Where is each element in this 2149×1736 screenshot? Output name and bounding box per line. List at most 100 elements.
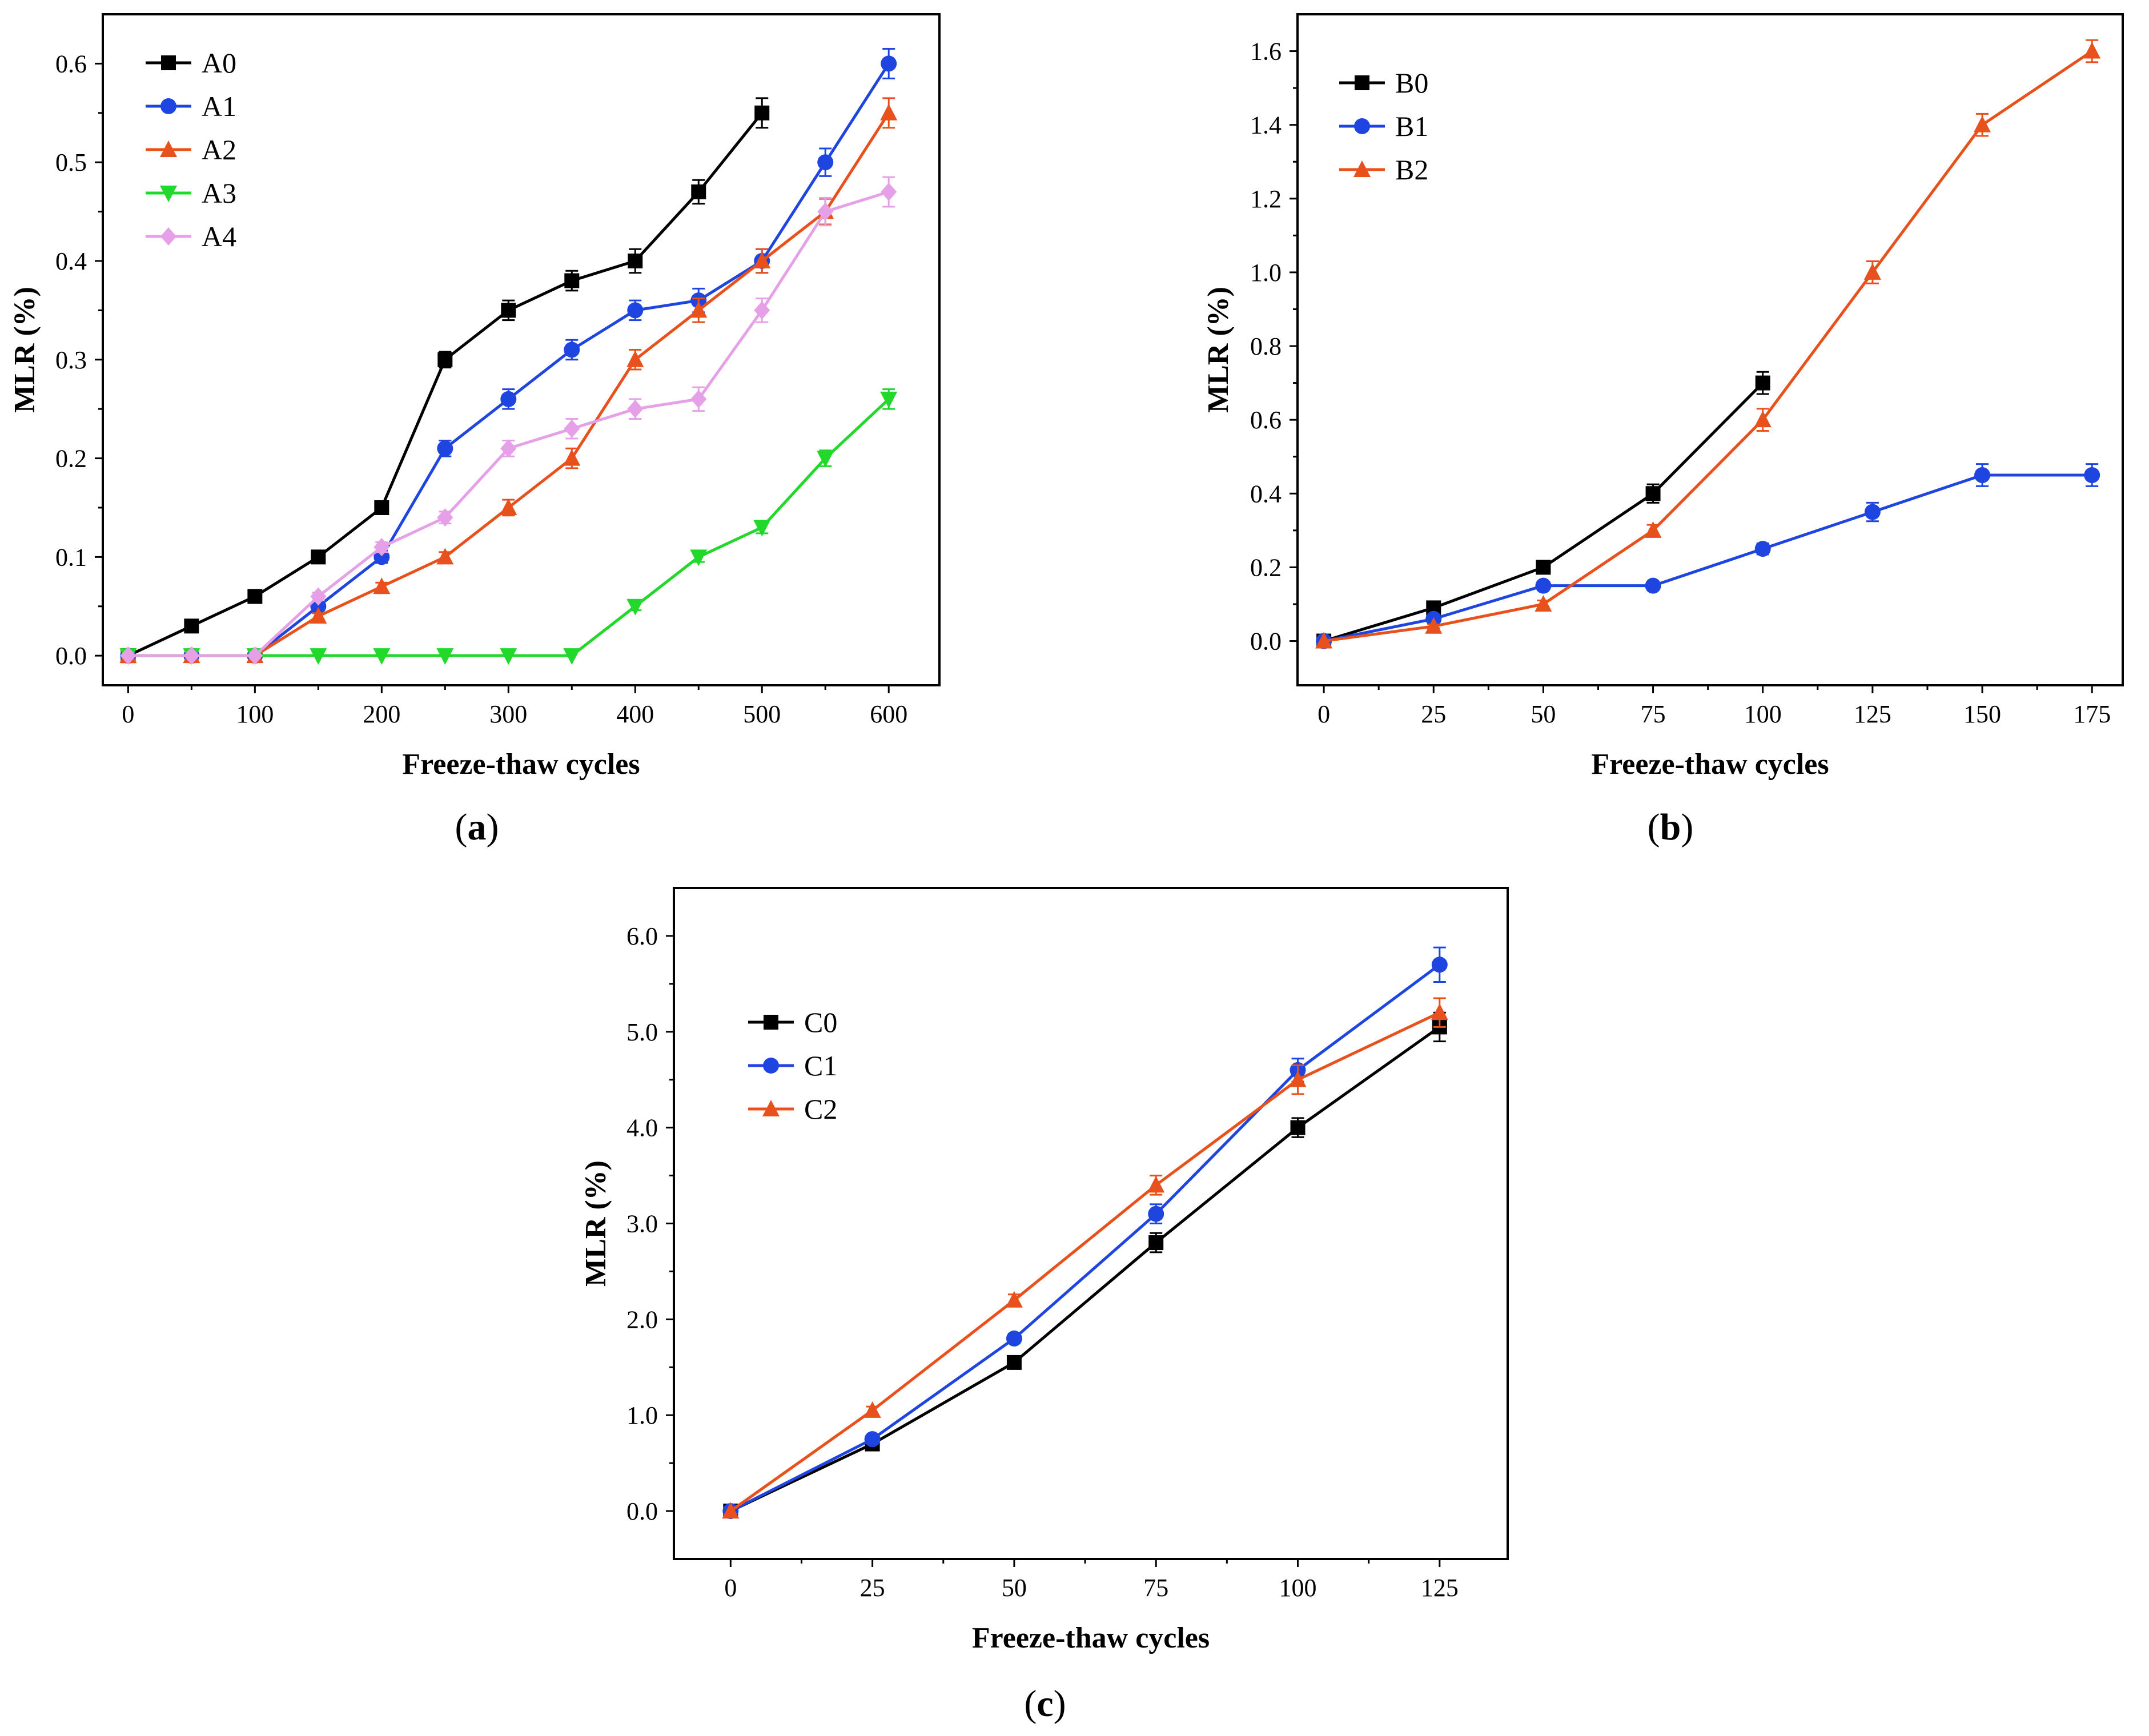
caption-b: (b) [1648, 806, 1694, 848]
legend-marker-C1 [763, 1058, 779, 1074]
y-axis-label-a: MLR (%) [9, 287, 41, 413]
data-point-B2 [1754, 411, 1772, 428]
data-point-A0 [564, 273, 580, 288]
legend-entry-A2: A2 [146, 134, 236, 166]
data-point-B1 [1535, 577, 1552, 594]
legend-marker-B2 [1353, 160, 1371, 177]
data-point-A4 [627, 400, 644, 419]
y-tick-label-b: 0.6 [1250, 406, 1282, 434]
legend-entry-A3: A3 [146, 177, 236, 209]
data-point-B1 [1974, 467, 1991, 484]
x-tick-label-b: 75 [1641, 700, 1666, 728]
data-point-A3 [500, 648, 517, 665]
data-point-A2 [880, 103, 898, 120]
x-tick-label-b: 0 [1317, 700, 1330, 728]
data-point-A4 [817, 202, 834, 221]
legend-label-B2: B2 [1395, 154, 1428, 186]
data-point-B2 [2083, 42, 2101, 59]
data-point-A3 [563, 648, 581, 665]
legend-label-B0: B0 [1395, 67, 1428, 99]
data-point-B2 [1863, 263, 1881, 280]
data-point-A4 [310, 587, 327, 606]
series-A4 [120, 176, 897, 665]
data-point-A0 [247, 589, 263, 604]
data-point-A4 [120, 646, 136, 665]
legend-entry-B0: B0 [1339, 67, 1428, 99]
y-axis-label-b: MLR (%) [1202, 287, 1235, 413]
x-tick-label-c: 25 [860, 1574, 885, 1602]
data-point-A1 [500, 391, 517, 407]
data-point-A3 [626, 598, 644, 616]
data-point-B0 [1755, 375, 1770, 391]
data-point-A2 [690, 301, 708, 318]
x-tick-label-b: 125 [1854, 700, 1891, 728]
data-point-A2 [310, 607, 327, 624]
legend-entry-C1: C1 [748, 1050, 837, 1082]
y-tick-label-b: 0.0 [1250, 628, 1282, 656]
legend-marker-A4 [160, 227, 176, 246]
x-tick-label-a: 500 [743, 700, 781, 728]
data-point-A4 [437, 508, 453, 527]
series-line-C0 [730, 1026, 1441, 1513]
x-tick-label-c: 50 [1002, 1574, 1027, 1602]
plot-frame-c [673, 887, 1509, 1560]
data-point-A1 [437, 440, 453, 457]
y-tick-label-c: 1.0 [626, 1401, 658, 1429]
legend-label-C2: C2 [804, 1093, 837, 1125]
data-point-C2 [722, 1502, 740, 1519]
x-tick-label-b: 50 [1531, 700, 1556, 728]
data-point-A0 [691, 184, 706, 200]
data-point-C0 [1148, 1235, 1164, 1251]
data-point-A0 [628, 253, 643, 268]
data-point-A3 [753, 520, 771, 537]
x-tick-label-a: 200 [363, 700, 400, 728]
data-point-A2 [373, 577, 391, 594]
x-tick-label-b: 100 [1744, 700, 1782, 728]
data-point-A2 [563, 449, 581, 466]
data-point-B1 [1645, 577, 1661, 594]
x-axis-label-a: Freeze-thaw cycles [402, 748, 640, 781]
data-point-A2 [436, 548, 454, 565]
data-point-A0 [374, 500, 389, 515]
series-line-A3 [128, 398, 890, 657]
x-tick-label-a: 300 [489, 700, 527, 728]
legend-entry-B1: B1 [1339, 110, 1428, 142]
data-point-A3 [373, 648, 391, 665]
legend-marker-A2 [160, 140, 177, 157]
y-tick-label-c: 5.0 [626, 1018, 658, 1046]
data-point-C1 [1148, 1205, 1164, 1222]
caption-a: (a) [455, 806, 499, 848]
series-line-B2 [1323, 50, 2093, 643]
data-point-A0 [311, 549, 326, 565]
data-point-B0 [1645, 486, 1661, 501]
y-tick-label-c: 6.0 [626, 922, 658, 950]
legend-entry-C0: C0 [748, 1006, 837, 1038]
y-tick-label-a: 0.0 [55, 642, 87, 670]
data-point-B2 [1425, 617, 1443, 634]
legend-label-A4: A4 [202, 220, 236, 252]
data-point-C2 [1147, 1176, 1165, 1193]
y-tick-label-a: 0.4 [55, 247, 87, 275]
legend-entry-A0: A0 [146, 47, 236, 79]
data-point-A1 [627, 302, 644, 319]
data-point-A4 [564, 419, 580, 438]
legend-marker-A1 [160, 98, 176, 114]
data-point-A1 [881, 55, 897, 72]
data-point-A0 [437, 352, 453, 367]
series-line-C2 [729, 1011, 1440, 1513]
y-tick-label-b: 1.4 [1250, 111, 1282, 139]
data-point-A3 [817, 451, 834, 468]
x-tick-label-a: 100 [236, 700, 274, 728]
x-tick-label-a: 400 [616, 700, 654, 728]
series-line-A4 [128, 190, 889, 657]
data-point-C2 [1289, 1070, 1307, 1087]
data-point-A0 [754, 105, 770, 120]
legend-entry-B2: B2 [1339, 154, 1428, 186]
plot-frame-a [102, 13, 941, 686]
y-tick-label-b: 0.8 [1250, 332, 1282, 360]
data-point-B2 [1535, 594, 1552, 612]
data-point-A4 [881, 183, 897, 202]
x-axis-label-b: Freeze-thaw cycles [1591, 748, 1829, 781]
data-point-B2 [1315, 632, 1333, 649]
series-line-A2 [128, 112, 890, 657]
